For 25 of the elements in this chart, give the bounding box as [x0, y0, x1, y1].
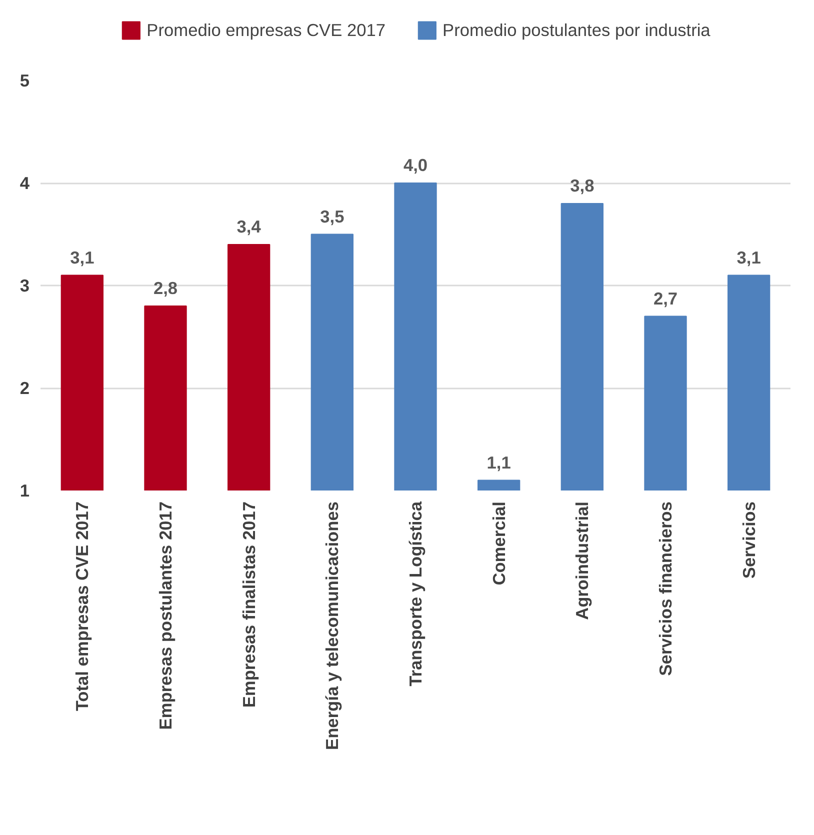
text: 2,8: [153, 278, 178, 298]
y-tick-label: 4: [20, 173, 30, 193]
text: 2,7: [653, 288, 678, 308]
x-tick-label: Servicios financieros: [656, 501, 676, 676]
x-tick-label: Total empresas CVE 2017: [72, 501, 92, 712]
x-tick-label: Agroindustrial: [572, 501, 592, 620]
text: 3,1: [736, 247, 761, 268]
y-tick-label: 3: [20, 276, 30, 296]
x-tick-label: Empresas finalistas 2017: [238, 501, 259, 708]
legend-label: Promedio postulantes por industria: [442, 20, 710, 40]
x-tick-label: Energía y telecomunicaciones: [322, 501, 342, 750]
y-tick-label: 5: [20, 70, 30, 90]
text: 4,0: [403, 155, 428, 175]
text: 3,4: [236, 216, 261, 236]
x-tick-label: Servicios: [738, 501, 759, 579]
x-tick-label: Empresas postulantes 2017: [156, 501, 176, 730]
text: 3,8: [570, 176, 594, 196]
y-tick-label: 1: [20, 480, 30, 500]
legend-label: Promedio empresas CVE 2017: [146, 20, 386, 40]
text: 3,5: [320, 206, 344, 226]
x-tick-label: Comercial: [488, 501, 509, 586]
text: 1,1: [486, 452, 511, 472]
x-tick-label: Transporte y Logística: [406, 501, 426, 686]
text: 3,1: [70, 247, 94, 268]
y-tick-label: 2: [20, 378, 30, 398]
